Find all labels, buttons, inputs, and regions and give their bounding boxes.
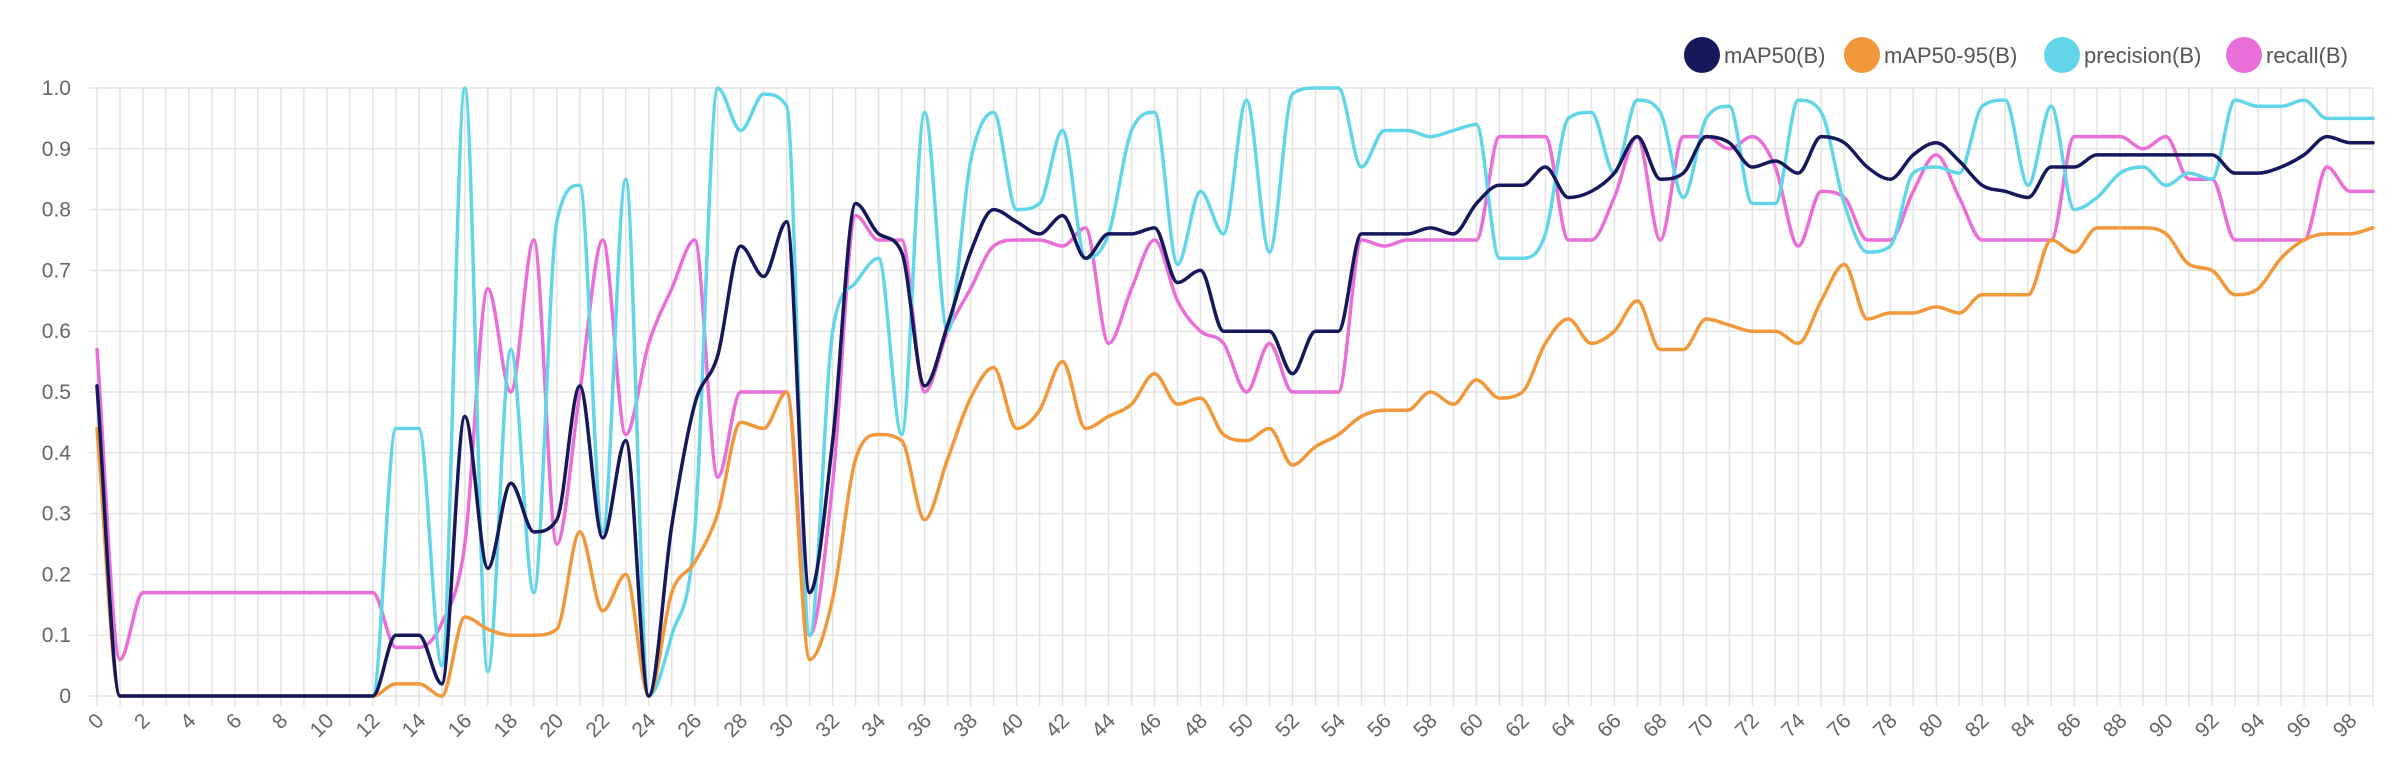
- legend-swatch: [1844, 37, 1880, 73]
- x-tick-label: 40: [995, 709, 1028, 742]
- x-tick-label: 74: [1777, 709, 1810, 742]
- x-tick-label: 8: [268, 709, 293, 734]
- x-tick-label: 94: [2237, 709, 2270, 742]
- x-tick-label: 58: [1409, 709, 1442, 742]
- legend-label: precision(B): [2084, 43, 2201, 68]
- x-tick-label: 14: [398, 709, 431, 742]
- x-tick-label: 18: [490, 709, 523, 742]
- x-tick-label: 50: [1225, 709, 1258, 742]
- legend-item-map50-b[interactable]: mAP50(B): [1684, 37, 1825, 73]
- x-tick-label: 36: [903, 709, 936, 742]
- x-tick-label: 56: [1363, 709, 1396, 742]
- x-tick-label: 82: [1961, 709, 1994, 742]
- y-tick-label: 0.3: [42, 503, 71, 526]
- x-tick-label: 60: [1455, 709, 1488, 742]
- x-tick-label: 46: [1133, 709, 1166, 742]
- x-tick-label: 80: [1915, 709, 1948, 742]
- x-tick-label: 2: [130, 709, 155, 734]
- x-tick-label: 24: [628, 709, 661, 742]
- x-tick-label: 64: [1547, 709, 1580, 742]
- x-tick-label: 32: [811, 709, 844, 742]
- y-tick-label: 0.6: [42, 320, 71, 343]
- legend[interactable]: mAP50(B) mAP50-95(B) precision(B) recall(B): [1684, 37, 2348, 73]
- x-tick-label: 86: [2053, 709, 2086, 742]
- x-tick-label: 70: [1685, 709, 1718, 742]
- x-tick-label: 92: [2191, 709, 2224, 742]
- legend-swatch: [1684, 37, 1720, 73]
- x-tick-label: 4: [176, 709, 201, 734]
- x-tick-label: 6: [222, 709, 247, 734]
- x-tick-label: 62: [1501, 709, 1534, 742]
- x-tick-label: 28: [719, 709, 752, 742]
- y-tick-label: 0: [59, 685, 71, 708]
- x-tick-label: 22: [582, 709, 615, 742]
- x-tick-label: 34: [857, 709, 890, 742]
- legend-label: recall(B): [2266, 43, 2348, 68]
- legend-swatch: [2226, 37, 2262, 73]
- x-tick-label: 30: [765, 709, 798, 742]
- legend-label: mAP50(B): [1724, 43, 1825, 68]
- x-tick-label: 78: [1869, 709, 1902, 742]
- x-tick-label: 20: [536, 709, 569, 742]
- x-tick-label: 98: [2329, 709, 2362, 742]
- x-tick-label: 88: [2099, 709, 2132, 742]
- legend-item-map50-95-b[interactable]: mAP50-95(B): [1844, 37, 2017, 73]
- x-tick-label: 52: [1271, 709, 1304, 742]
- x-tick-label: 66: [1593, 709, 1626, 742]
- series-line-recall-b: [95, 134, 2375, 662]
- y-tick-label: 0.9: [42, 138, 71, 161]
- series-lines: [95, 86, 2375, 698]
- y-axis-ticks: 0 0.1 0.2 0.3 0.4 0.5 0.6 0.7 0.8 0.9 1.0: [42, 77, 72, 708]
- x-tick-label: 72: [1731, 709, 1764, 742]
- x-tick-label: 96: [2283, 709, 2316, 742]
- series-line-map50-b: [95, 134, 2375, 698]
- y-tick-label: 0.1: [42, 624, 71, 647]
- y-tick-label: 0.8: [42, 199, 71, 222]
- series-line-precision-b: [95, 86, 2375, 698]
- x-tick-label: 76: [1823, 709, 1856, 742]
- x-tick-label: 38: [949, 709, 982, 742]
- x-tick-label: 48: [1179, 709, 1212, 742]
- y-tick-label: 0.5: [42, 381, 71, 404]
- x-tick-label: 10: [306, 709, 339, 742]
- y-tick-label: 0.4: [42, 442, 72, 465]
- x-tick-label: 44: [1087, 709, 1120, 742]
- x-tick-label: 26: [673, 709, 706, 742]
- x-tick-label: 0: [84, 709, 109, 734]
- legend-label: mAP50-95(B): [1884, 43, 2017, 68]
- x-tick-label: 42: [1041, 709, 1074, 742]
- x-tick-label: 90: [2145, 709, 2178, 742]
- y-tick-label: 0.7: [42, 259, 71, 282]
- x-tick-label: 68: [1639, 709, 1672, 742]
- y-tick-label: 0.2: [42, 563, 71, 586]
- x-axis-ticks: 0 2 4 6 8 10 12 14 16 18 20 22 24 26 28 30 32 34 36 38 40 42 4…: [84, 709, 2362, 742]
- x-tick-label: 84: [2007, 709, 2040, 742]
- legend-item-recall-b[interactable]: recall(B): [2226, 37, 2348, 73]
- x-tick-label: 12: [352, 709, 385, 742]
- legend-item-precision-b[interactable]: precision(B): [2044, 37, 2201, 73]
- legend-swatch: [2044, 37, 2080, 73]
- x-tick-label: 16: [444, 709, 477, 742]
- x-tick-label: 54: [1317, 709, 1350, 742]
- series-line-map50-95-b: [95, 226, 2375, 698]
- y-tick-label: 1.0: [42, 77, 71, 100]
